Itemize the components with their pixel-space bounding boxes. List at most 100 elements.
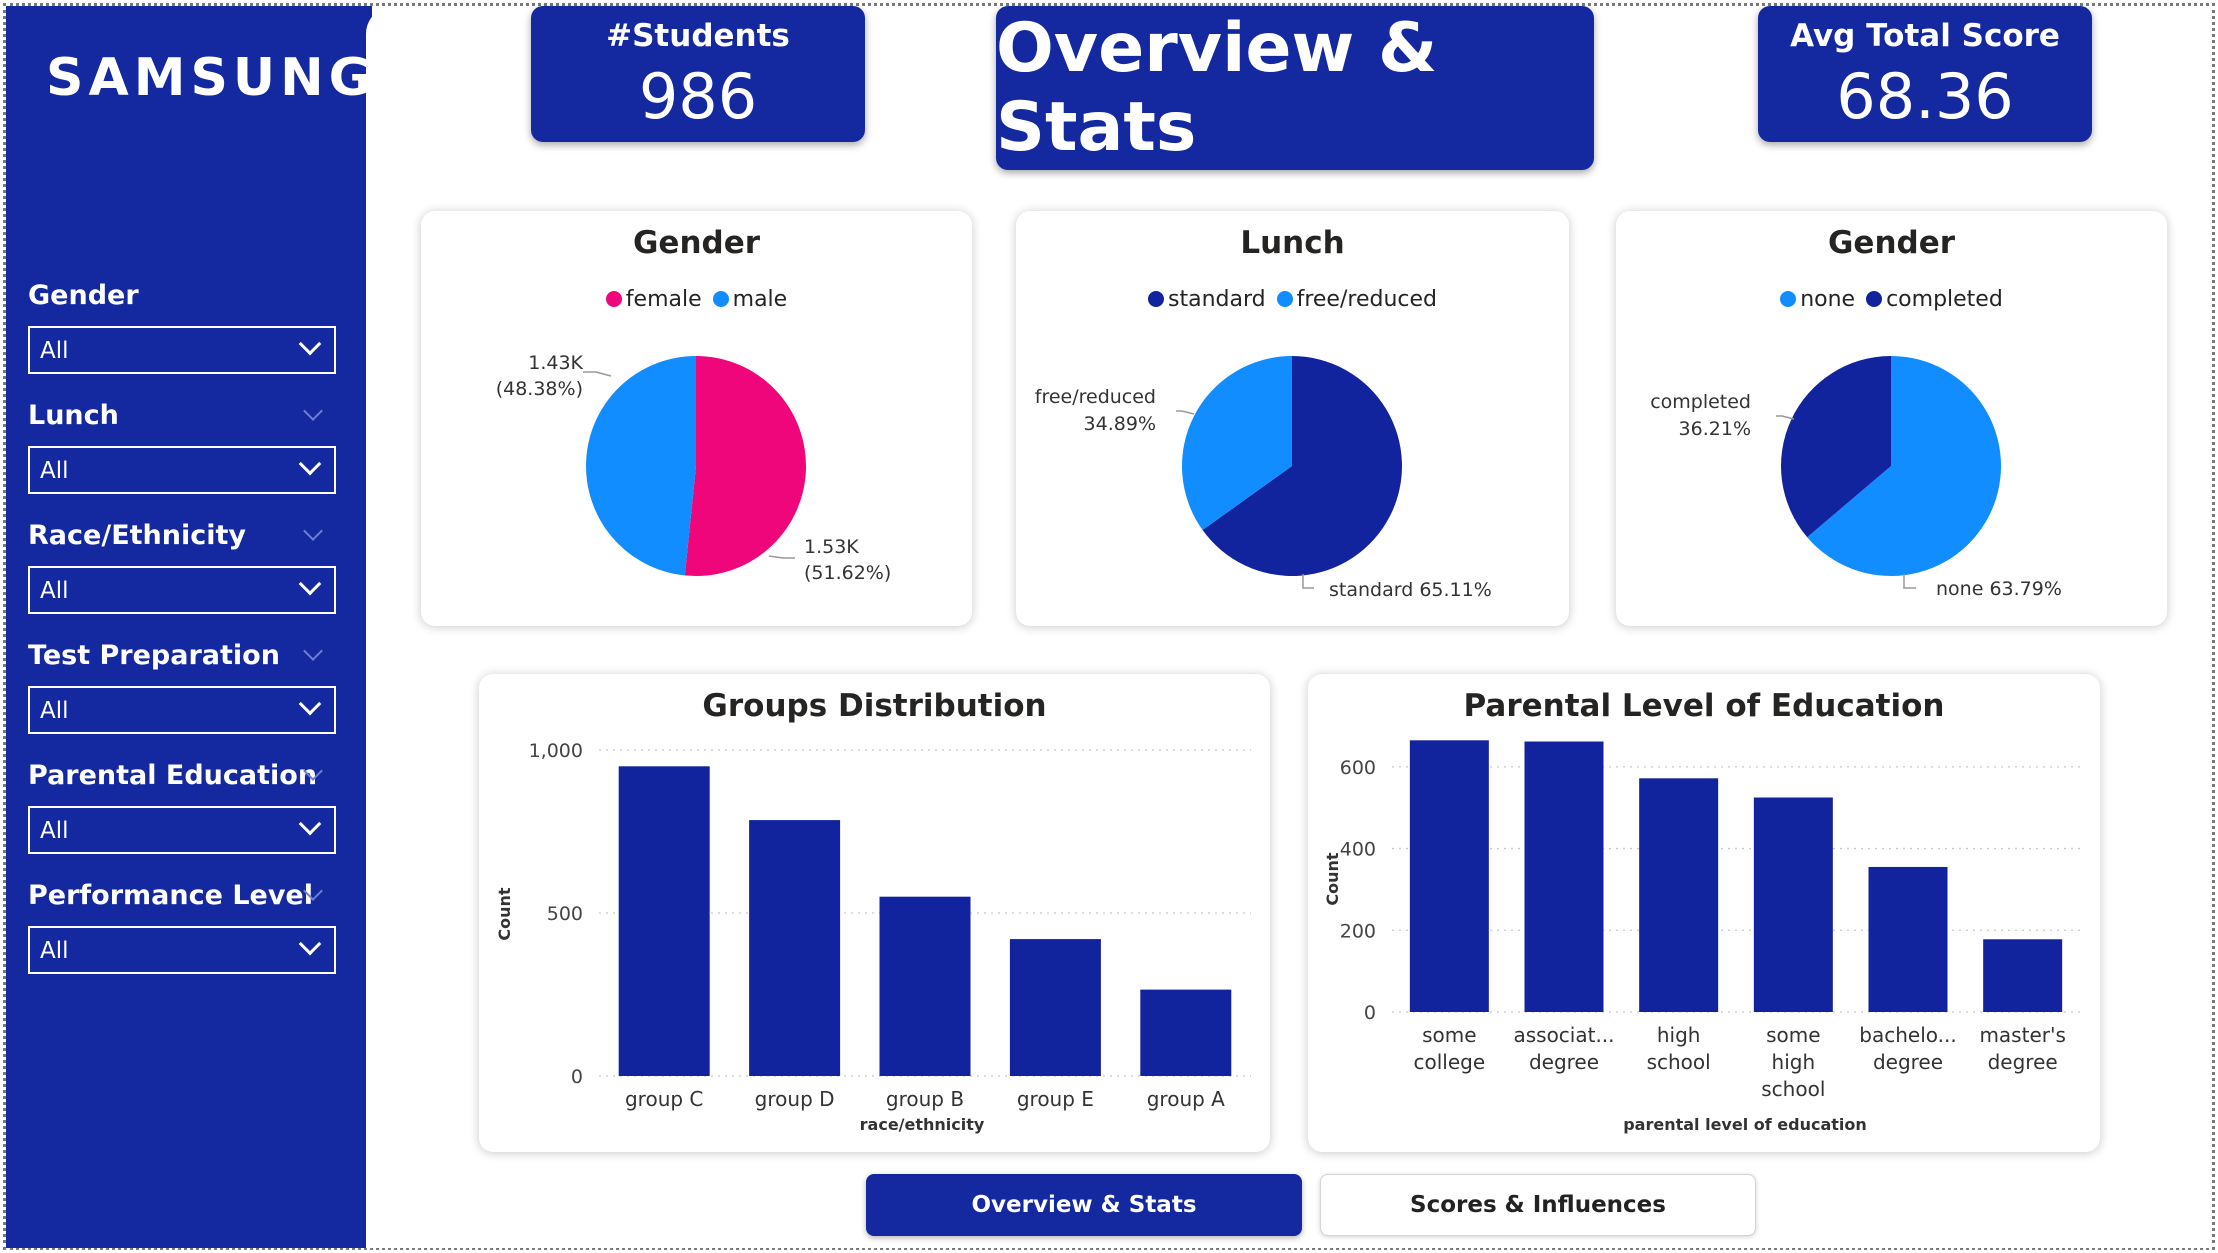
page-title: Overview & Stats <box>996 6 1594 170</box>
pie-label-completed: completed <box>1650 391 1751 413</box>
legend-item-female[interactable]: female <box>605 287 702 312</box>
filter-label-parental-education: Parental Education <box>28 760 318 791</box>
bar-group-a[interactable] <box>1140 989 1232 1076</box>
legend-item-completed[interactable]: completed <box>1866 287 2003 312</box>
y-tick-label: 200 <box>1340 920 1376 942</box>
performance-level-filter-value: All <box>40 938 69 964</box>
lunch-legend: standard free/reduced <box>1016 287 1569 312</box>
label-leader-line <box>1302 574 1314 589</box>
legend-label-male: male <box>732 287 788 312</box>
y-tick-label: 600 <box>1340 757 1376 779</box>
x-tick-label: school <box>1761 1077 1825 1101</box>
x-tick-label: group A <box>1147 1087 1225 1111</box>
groups-distribution-card: Groups Distribution 0 500 1,000 group C grou… <box>479 674 1270 1152</box>
avg-score-kpi-title: Avg Total Score <box>1790 18 2060 54</box>
pie-label-standard: standard 65.11% <box>1329 579 1492 601</box>
y-tick-label: 0 <box>1364 1002 1376 1024</box>
legend-item-none[interactable]: none <box>1780 287 1855 312</box>
gender-filter-dropdown[interactable]: All <box>28 326 336 374</box>
parental-chart-title: Parental Level of Education <box>1463 688 1945 724</box>
performance-level-filter-dropdown[interactable]: All <box>28 926 336 974</box>
nav-scores-influences-button[interactable]: Scores & Influences <box>1320 1174 1756 1236</box>
page-frame <box>3 3 2215 1250</box>
bar-bachelo-degree[interactable] <box>1868 866 1948 1012</box>
test-prep-collapse-chevron-icon[interactable] <box>303 641 323 661</box>
students-kpi-value: 986 <box>638 60 758 133</box>
test-prep-pie-card: Gender none completed completed 36.21% n… <box>1616 211 2167 626</box>
label-leader-line <box>583 371 612 377</box>
lunch-pie-card: Lunch standard free/reduced free/reduced… <box>1016 211 1569 626</box>
pie-label-none: none 63.79% <box>1936 578 2062 600</box>
bar-group-c[interactable] <box>618 766 710 1076</box>
bar-group-b[interactable] <box>879 896 971 1076</box>
legend-dot-completed <box>1866 291 1883 307</box>
groups-chart-title: Groups Distribution <box>702 688 1047 724</box>
legend-dot-free-reduced <box>1276 291 1293 307</box>
legend-label-completed: completed <box>1886 287 2003 312</box>
parental-education-card: Parental Level of Education 0 200 400 600 so… <box>1308 674 2100 1152</box>
groups-bar-svg: 0 500 1,000 group C group D group B group E gro… <box>495 740 1251 1134</box>
pie-label-free-reduced-pct: 34.89% <box>1084 413 1156 435</box>
chevron-down-icon <box>298 692 322 716</box>
chevron-down-icon <box>298 572 322 596</box>
x-tick-label: bachelo... <box>1859 1023 1956 1047</box>
pie-slice-completed[interactable] <box>1781 356 1891 538</box>
legend-label-free-reduced: free/reduced <box>1296 287 1437 312</box>
bar-associat-degree[interactable] <box>1524 741 1604 1012</box>
students-kpi-card: #Students 986 <box>531 6 865 142</box>
pie-label-female-value: 1.53K <box>804 536 859 558</box>
test-preparation-filter-dropdown[interactable]: All <box>28 686 336 734</box>
legend-label-standard: standard <box>1168 287 1266 312</box>
pie-slice-free-reduced[interactable] <box>1182 356 1292 531</box>
x-tick-label: group E <box>1017 1087 1094 1111</box>
filter-sidebar: SAMSUNG Gender All Lunch All Race/Ethnic… <box>6 6 372 1248</box>
x-tick-label: degree <box>1529 1050 1599 1074</box>
samsung-logo: SAMSUNG <box>46 48 377 108</box>
legend-item-standard[interactable]: standard <box>1148 287 1266 312</box>
label-leader-line <box>1776 415 1795 420</box>
lunch-pie-svg: free/reduced 34.89% standard 65.11% <box>1035 356 1492 601</box>
legend-dot-female <box>605 291 622 307</box>
chevron-down-icon <box>298 812 322 836</box>
x-tick-label: group C <box>625 1087 703 1111</box>
race-ethnicity-filter-value: All <box>40 578 69 604</box>
pie-label-female-pct: (51.62%) <box>804 562 891 584</box>
gender-chart-title: Gender <box>632 225 761 261</box>
lunch-filter-dropdown[interactable]: All <box>28 446 336 494</box>
bar-master-s-degree[interactable] <box>1983 939 2063 1012</box>
parental-education-filter-dropdown[interactable]: All <box>28 806 336 854</box>
bar-some-college[interactable] <box>1409 740 1489 1012</box>
race-ethnicity-filter-dropdown[interactable]: All <box>28 566 336 614</box>
nav-overview-stats-button[interactable]: Overview & Stats <box>866 1174 1302 1236</box>
x-tick-label: college <box>1414 1050 1486 1074</box>
pie-label-completed-pct: 36.21% <box>1679 418 1751 440</box>
y-tick-label: 1,000 <box>529 740 583 762</box>
legend-item-free-reduced[interactable]: free/reduced <box>1276 287 1437 312</box>
lunch-filter-value: All <box>40 458 69 484</box>
x-tick-label: group D <box>755 1087 835 1111</box>
x-tick-label: some <box>1766 1023 1820 1047</box>
pie-slice-male[interactable] <box>585 356 696 576</box>
x-tick-label: school <box>1647 1050 1711 1074</box>
bar-group-e[interactable] <box>1009 939 1101 1076</box>
pie-slice-standard[interactable] <box>1202 356 1402 576</box>
chevron-down-icon <box>298 932 322 956</box>
race-collapse-chevron-icon[interactable] <box>303 521 323 541</box>
bar-high-school[interactable] <box>1639 778 1719 1012</box>
lunch-collapse-chevron-icon[interactable] <box>303 401 323 421</box>
label-leader-line <box>768 555 795 559</box>
legend-label-none: none <box>1800 287 1856 312</box>
x-tick-label: group B <box>886 1087 964 1111</box>
x-tick-label: some <box>1422 1023 1476 1047</box>
label-leader-line <box>1176 410 1195 415</box>
legend-item-male[interactable]: male <box>712 287 788 312</box>
gender-filter-value: All <box>40 338 69 364</box>
parental-y-axis-label: Count <box>1323 852 1342 906</box>
bar-some-high-school[interactable] <box>1753 797 1833 1013</box>
chevron-down-icon <box>298 452 322 476</box>
bar-group-d[interactable] <box>749 820 841 1076</box>
pie-slice-female[interactable] <box>684 356 806 576</box>
filter-label-test-preparation: Test Preparation <box>28 640 280 671</box>
pie-slice-none[interactable] <box>1807 356 2001 576</box>
pie-label-male-pct: (48.38%) <box>496 378 583 400</box>
